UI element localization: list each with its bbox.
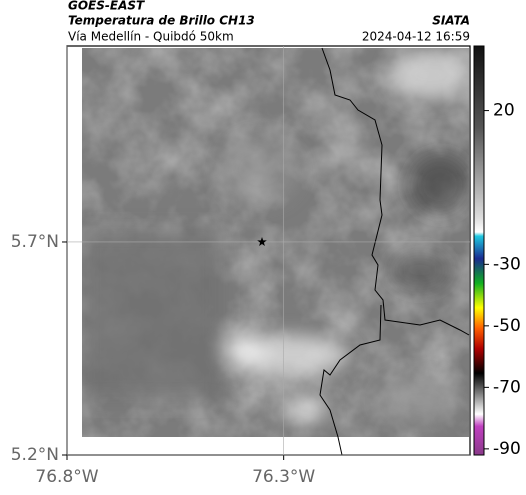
y-tick-label: 5.2°N xyxy=(11,445,59,465)
colorbar-tick-label: -70 xyxy=(493,377,521,397)
colorbar xyxy=(473,45,485,456)
location-marker xyxy=(257,237,267,246)
x-tick-label: 76.3°W xyxy=(252,467,315,487)
header-right-caption: 2024-04-12 16:59 xyxy=(362,30,470,44)
header-caption: Vía Medellín - Quibdó 50km xyxy=(68,30,234,44)
border xyxy=(319,304,382,456)
colorbar-tick-label: -90 xyxy=(493,439,521,459)
colorbar-tick-label: 20 xyxy=(493,101,515,121)
border xyxy=(321,47,470,336)
satellite-image xyxy=(82,48,469,437)
x-tick-label: 76.8°W xyxy=(35,467,98,487)
header-subtitle: Temperatura de Brillo CH13 xyxy=(68,14,255,28)
y-tick-label: 5.7°N xyxy=(11,232,59,252)
header-right-title: SIATA xyxy=(432,14,470,28)
header-title: GOES-EAST xyxy=(68,0,145,13)
colorbar-tick-label: -50 xyxy=(493,316,521,336)
colorbar-tick-label: -30 xyxy=(493,254,521,274)
